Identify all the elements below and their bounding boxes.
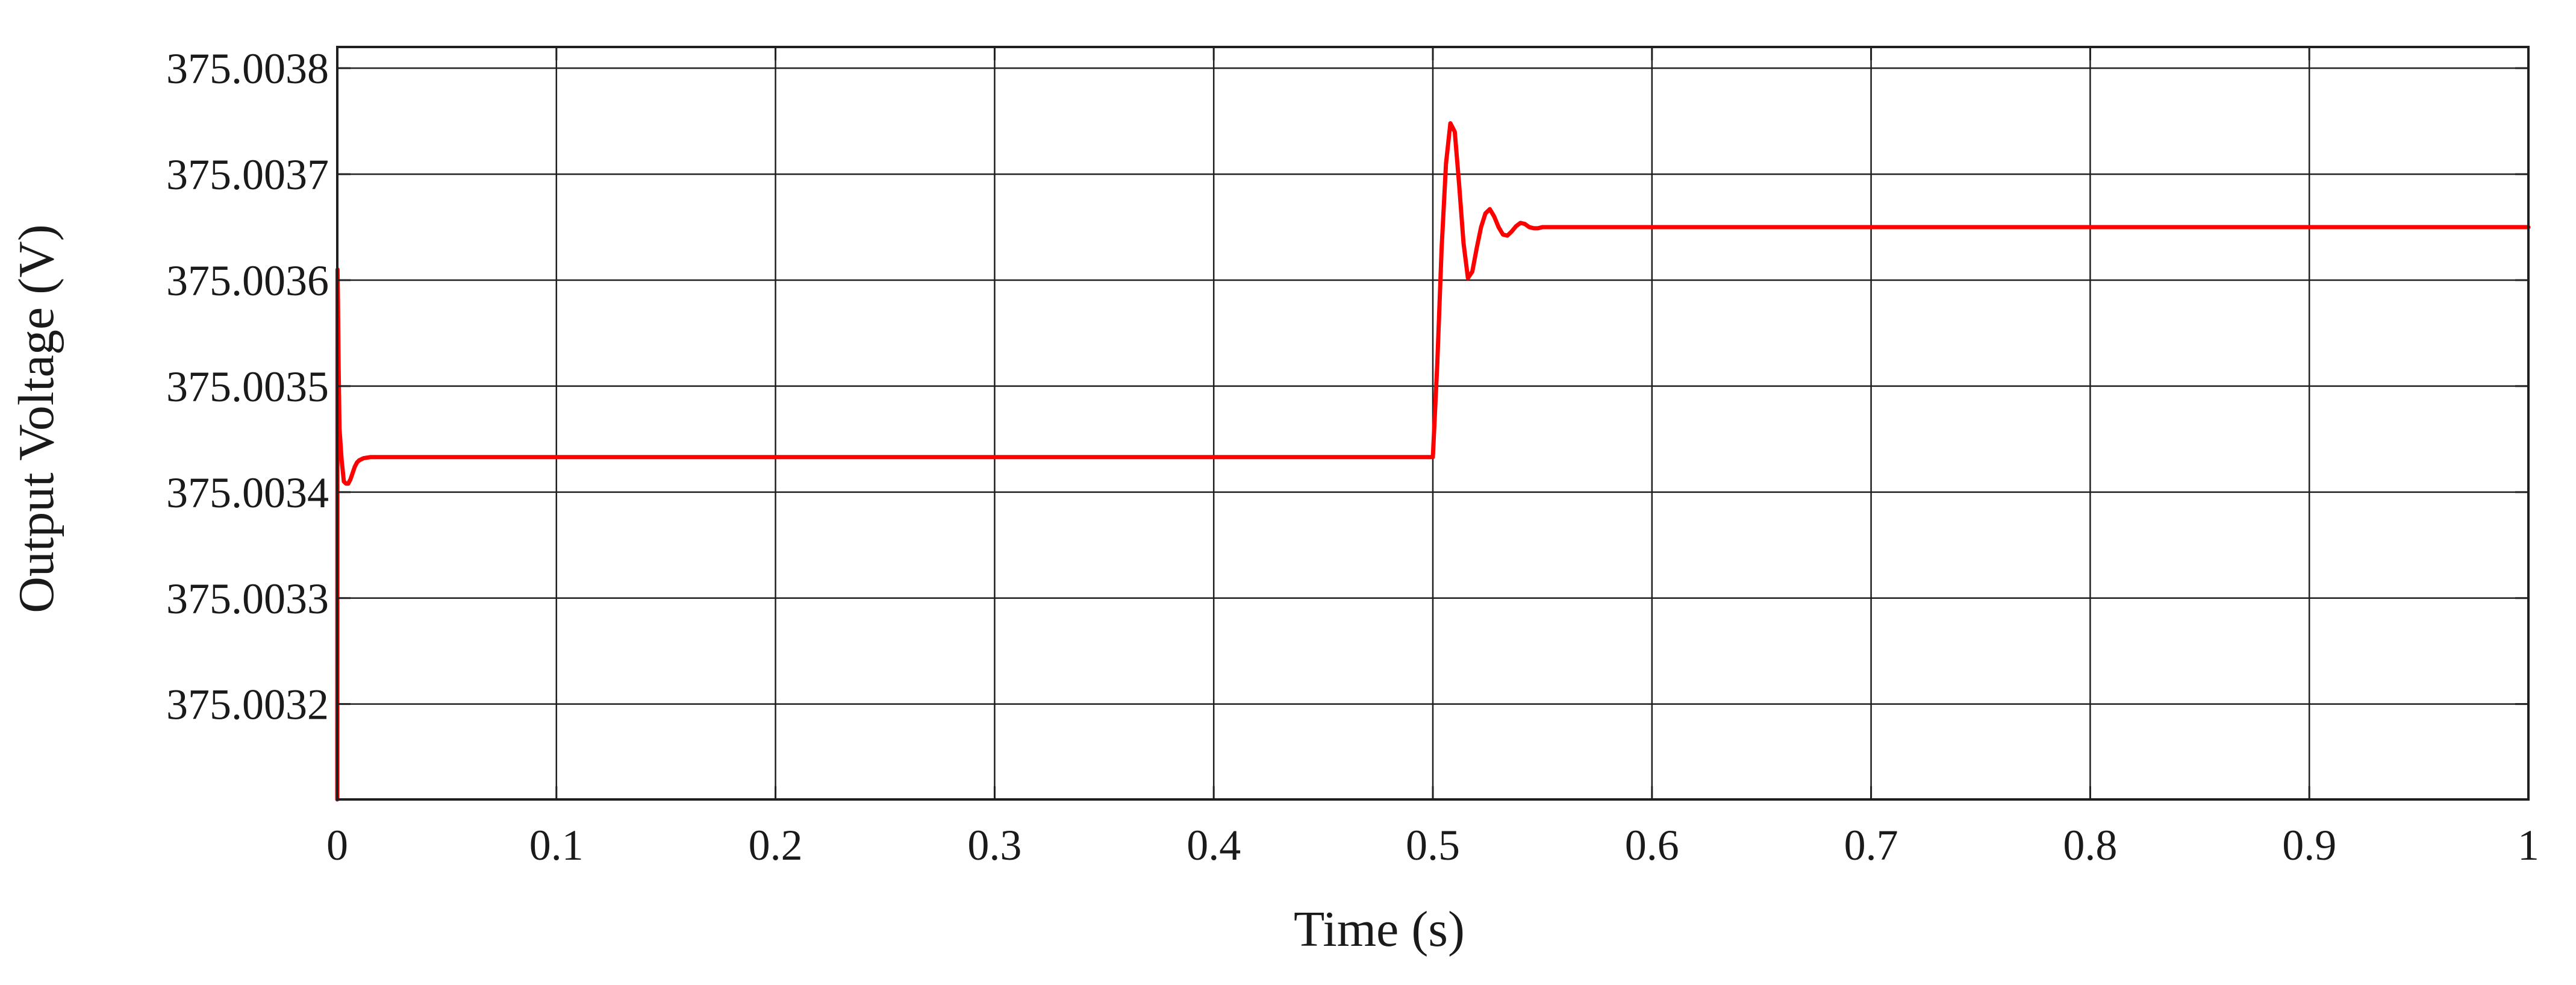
- x-tick-label: 0.6: [1625, 821, 1679, 869]
- x-tick-label: 0.4: [1187, 821, 1241, 869]
- tick-marks: [336, 47, 2530, 799]
- x-tick-label: 0.9: [2282, 821, 2336, 869]
- x-tick-label: 0.8: [2063, 821, 2117, 869]
- y-tick-label: 375.0036: [166, 257, 329, 305]
- x-axis-label: Time (s): [1294, 901, 1465, 957]
- y-tick-label: 375.0038: [166, 45, 329, 93]
- x-tick-label: 0.5: [1406, 821, 1460, 869]
- x-tick-label: 0.3: [967, 821, 1021, 869]
- x-tick-label: 0.7: [1844, 821, 1898, 869]
- y-tick-label: 375.0035: [166, 363, 329, 411]
- y-tick-label: 375.0032: [166, 681, 329, 729]
- y-tick-label: 375.0037: [166, 151, 329, 199]
- y-tick-labels: 375.0032 375.0033 375.0034 375.0035 375.0036…: [166, 45, 329, 728]
- series-line: [335, 121, 2531, 802]
- x-tick-label: 0.2: [749, 821, 803, 869]
- y-tick-label: 375.0033: [166, 575, 329, 623]
- x-tick-labels: 0 0.1 0.2 0.3 0.4 0.5 0.6 0.7 0.8 0.9 1: [326, 821, 2539, 869]
- x-tick-label: 1: [2518, 821, 2539, 869]
- y-axis-label: Output Voltage (V): [8, 224, 64, 613]
- series-layer: [335, 121, 2531, 802]
- y-tick-label: 375.0034: [166, 469, 329, 517]
- x-tick-label: 0: [326, 821, 348, 869]
- x-tick-label: 0.1: [529, 821, 584, 869]
